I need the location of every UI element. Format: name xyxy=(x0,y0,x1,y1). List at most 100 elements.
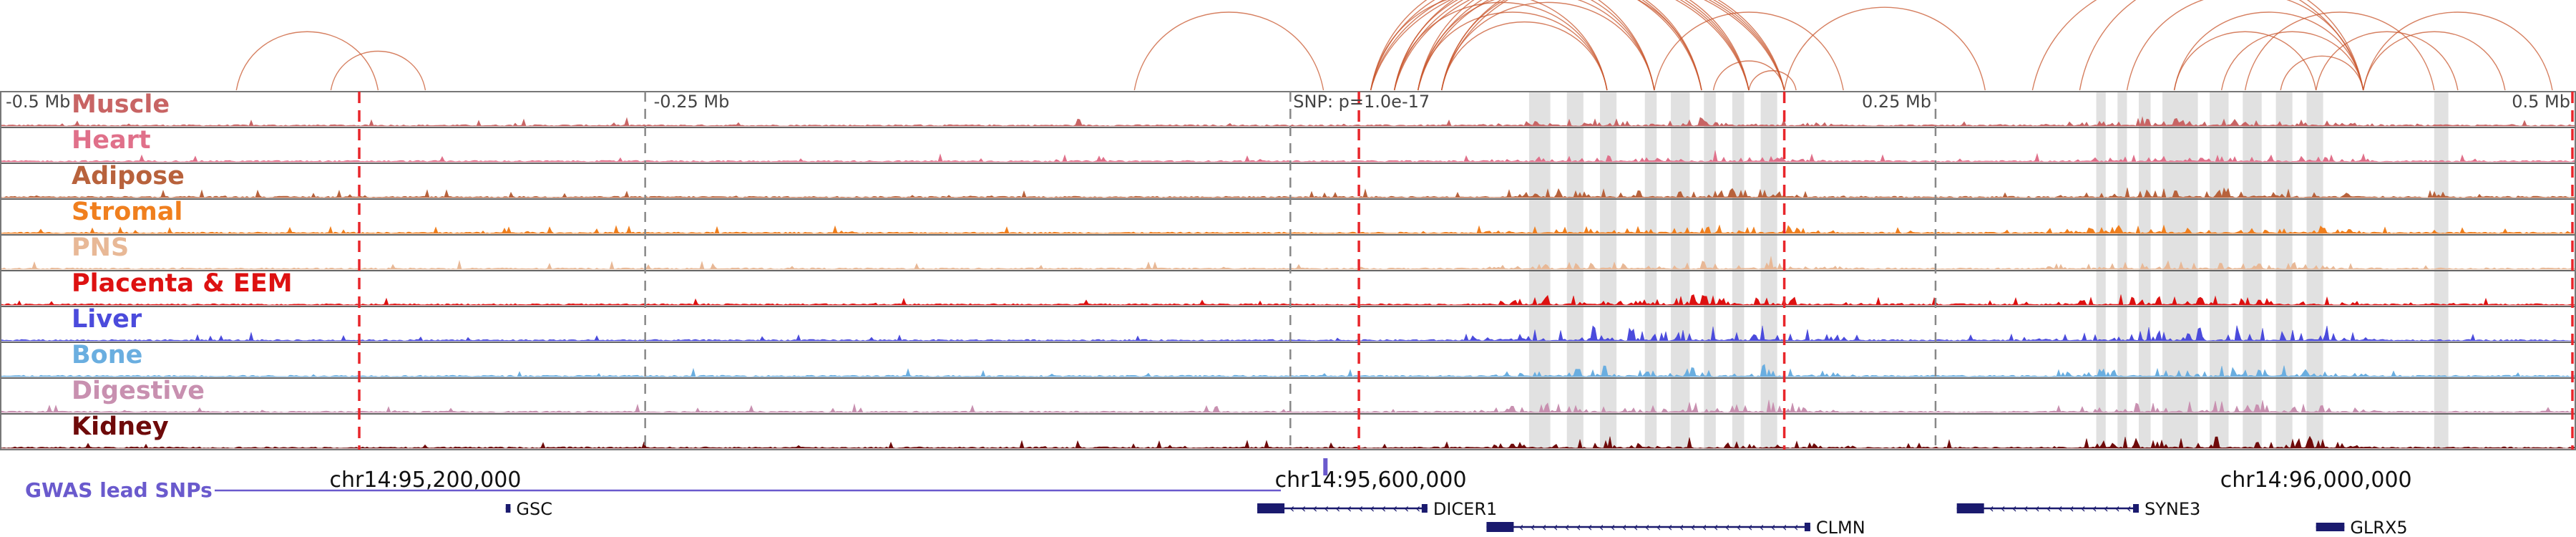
loop-arc xyxy=(1748,70,1797,91)
track-heart: Heart xyxy=(0,126,2576,163)
strand-marker: ‹ xyxy=(1530,520,1535,535)
strand-marker: ‹ xyxy=(1770,520,1775,535)
strand-marker: ‹ xyxy=(1415,501,1420,516)
gene-exon xyxy=(2132,504,2139,513)
strand-marker: ‹ xyxy=(1335,501,1340,516)
loop-arc xyxy=(1440,0,1750,91)
gene-exon xyxy=(1956,503,1984,513)
gene-annotation-track: GSC ‹ ‹ ‹ ‹ ‹ ‹ ‹ ‹ ‹ ‹ ‹ ‹ DICER1 ‹ ‹ ‹ ‹ ‹ ‹ ‹ ‹ ‹ ‹ ‹ ‹ ‹ ‹ ‹ ‹ ‹ ‹ ‹… xyxy=(505,499,2408,537)
strand-marker: ‹ xyxy=(1782,520,1787,535)
loop-arc xyxy=(2316,31,2459,91)
strand-marker: ‹ xyxy=(2069,501,2074,516)
gene-exon xyxy=(1804,523,1810,531)
loop-arc xyxy=(1654,11,1844,91)
gene-label: SYNE3 xyxy=(2145,499,2200,519)
loop-arc xyxy=(2173,31,2317,91)
strand-marker: ‹ xyxy=(1793,520,1798,535)
axis-tick-label: chr14:96,000,000 xyxy=(2220,468,2412,493)
strand-marker: ‹ xyxy=(1679,520,1684,535)
gwas-track: GWAS lead SNPs xyxy=(25,458,1328,502)
relative-tick-label: 0.5 Mb xyxy=(2512,92,2570,112)
strand-marker: ‹ xyxy=(1358,501,1363,516)
strand-marker: ‹ xyxy=(1370,501,1375,516)
gene-label: DICER1 xyxy=(1433,499,1497,519)
strand-marker: ‹ xyxy=(1747,520,1752,535)
loop-arc xyxy=(1393,0,1702,91)
track-label: Stromal xyxy=(72,198,182,226)
loop-arc xyxy=(2031,0,2364,91)
strand-marker: ‹ xyxy=(2012,501,2017,516)
strand-marker: ‹ xyxy=(1759,520,1764,535)
relative-tick-label: -0.25 Mb xyxy=(654,92,730,112)
gwas-snp-marker xyxy=(1323,458,1328,475)
strand-marker: ‹ xyxy=(1989,501,1994,516)
strand-marker: ‹ xyxy=(1347,501,1352,516)
loop-arc xyxy=(1393,0,1750,91)
loop-arc xyxy=(1393,0,1785,91)
loop-arc xyxy=(1440,1,1655,91)
strand-marker: ‹ xyxy=(2081,501,2086,516)
strand-marker: ‹ xyxy=(1289,501,1294,516)
strand-marker: ‹ xyxy=(1656,520,1661,535)
track-label: PNS xyxy=(72,233,129,262)
loop-arc xyxy=(1370,0,1750,91)
loop-arc xyxy=(330,50,426,91)
track-kidney: Kidney xyxy=(0,412,2576,449)
loop-arc xyxy=(1417,0,1785,91)
gene-label: GSC xyxy=(516,499,552,519)
strand-marker: ‹ xyxy=(1610,520,1615,535)
axis-tick-label: chr14:95,200,000 xyxy=(330,468,522,493)
strand-marker: ‹ xyxy=(1404,501,1409,516)
loop-arc xyxy=(1393,1,1608,91)
loop-arc xyxy=(1417,0,1702,91)
signal-area xyxy=(0,256,2576,270)
gene-dicer1: ‹ ‹ ‹ ‹ ‹ ‹ ‹ ‹ ‹ ‹ ‹ ‹ DICER1 xyxy=(1257,499,1497,519)
strand-marker: ‹ xyxy=(1633,520,1638,535)
loop-arc xyxy=(1417,11,1608,91)
signal-area xyxy=(0,400,2576,413)
relative-tick-label: 0.25 Mb xyxy=(1862,92,1931,112)
relative-tick-label: -0.5 Mb xyxy=(6,92,70,112)
strand-marker: ‹ xyxy=(2104,501,2109,516)
signal-area xyxy=(0,325,2576,342)
track-label: Digestive xyxy=(72,377,205,405)
gene-exon xyxy=(1421,504,1428,513)
loop-arc xyxy=(2220,31,2364,91)
strand-marker: ‹ xyxy=(2024,501,2029,516)
track-adipose: Adipose xyxy=(0,162,2576,198)
track-label: Liver xyxy=(72,305,142,334)
track-label: Adipose xyxy=(72,162,185,190)
strand-marker: ‹ xyxy=(1644,520,1649,535)
strand-marker: ‹ xyxy=(1736,520,1741,535)
strand-marker: ‹ xyxy=(2127,501,2132,516)
loop-arc xyxy=(2280,55,2364,91)
strand-marker: ‹ xyxy=(1564,520,1569,535)
strand-marker: ‹ xyxy=(1312,501,1317,516)
strand-marker: ‹ xyxy=(1381,501,1386,516)
strand-marker: ‹ xyxy=(2001,501,2006,516)
strand-marker: ‹ xyxy=(1518,520,1523,535)
loop-arc xyxy=(1370,0,1655,91)
signal-area xyxy=(0,364,2576,377)
strand-marker: ‹ xyxy=(2092,501,2097,516)
strand-marker: ‹ xyxy=(1621,520,1626,535)
strand-marker: ‹ xyxy=(1667,520,1672,535)
marker-lines xyxy=(358,92,2574,450)
track-liver: Liver xyxy=(0,305,2576,342)
track-digestive: Digestive xyxy=(0,377,2576,413)
track-label: Kidney xyxy=(72,412,169,441)
axis-tick-label: chr14:95,600,000 xyxy=(1275,468,1467,493)
track-bone: Bone xyxy=(0,341,2576,377)
strand-marker: ‹ xyxy=(1392,501,1397,516)
loop-arc xyxy=(1417,0,1750,91)
strand-marker: ‹ xyxy=(1724,520,1729,535)
strand-marker: ‹ xyxy=(1301,501,1306,516)
gene-exon xyxy=(1257,503,1285,513)
strand-marker: ‹ xyxy=(1553,520,1558,535)
gwas-track-label: GWAS lead SNPs xyxy=(25,478,213,502)
loop-arc xyxy=(2244,11,2435,91)
signal-area xyxy=(0,435,2576,449)
strand-marker: ‹ xyxy=(1541,520,1546,535)
loop-arc xyxy=(1370,0,1785,91)
